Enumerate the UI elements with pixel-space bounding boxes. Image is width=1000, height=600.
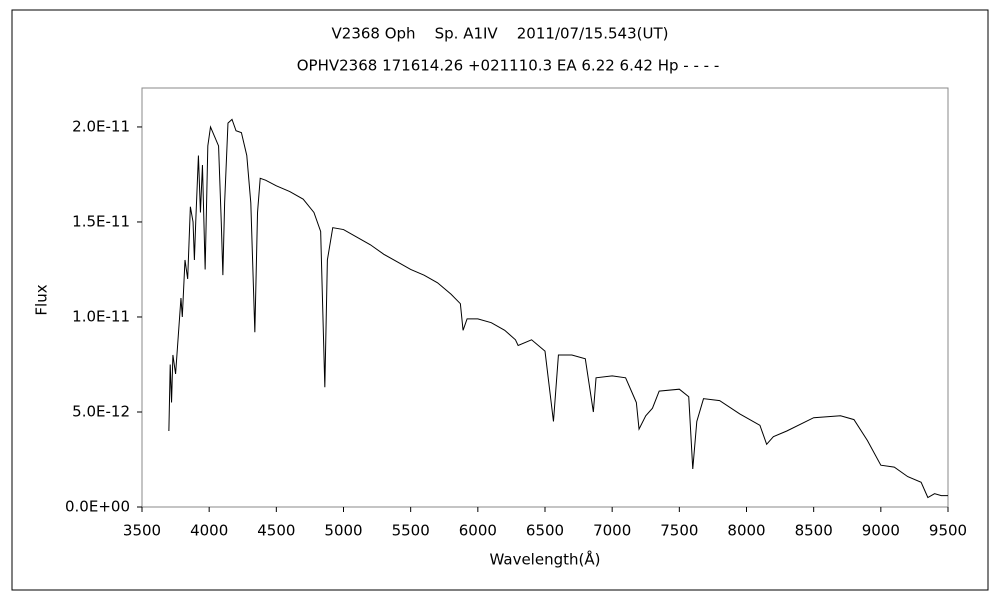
y-axis-label: Flux <box>33 284 51 315</box>
x-tick-label: 5000 <box>324 522 362 540</box>
x-tick-label: 4000 <box>190 522 228 540</box>
y-tick-label: 2.0E-11 <box>72 117 130 135</box>
x-tick-label: 9000 <box>862 522 900 540</box>
x-tick-label: 9500 <box>929 522 967 540</box>
y-tick-label: 5.0E-12 <box>72 402 130 420</box>
x-tick-label: 6000 <box>459 522 497 540</box>
x-tick-label: 6500 <box>526 522 564 540</box>
x-tick-label: 7500 <box>660 522 698 540</box>
y-tick-label: 1.0E-11 <box>72 307 130 325</box>
x-tick-label: 3500 <box>123 522 161 540</box>
y-tick-label: 1.5E-11 <box>72 212 130 230</box>
plot-area <box>141 87 949 508</box>
x-tick-label: 5500 <box>392 522 430 540</box>
x-tick-label: 8000 <box>727 522 765 540</box>
chart-title: V2368 Oph Sp. A1IV 2011/07/15.543(UT) <box>332 25 669 43</box>
x-axis-label: Wavelength(Å) <box>490 550 601 569</box>
chart-subtitle: OPHV2368 171614.26 +021110.3 EA 6.22 6.4… <box>297 57 720 75</box>
spectrum-line <box>168 118 948 499</box>
x-tick-label: 8500 <box>795 522 833 540</box>
y-tick-label: 0.0E+00 <box>65 498 130 516</box>
x-tick-label: 4500 <box>257 522 295 540</box>
x-tick-label: 7000 <box>593 522 631 540</box>
